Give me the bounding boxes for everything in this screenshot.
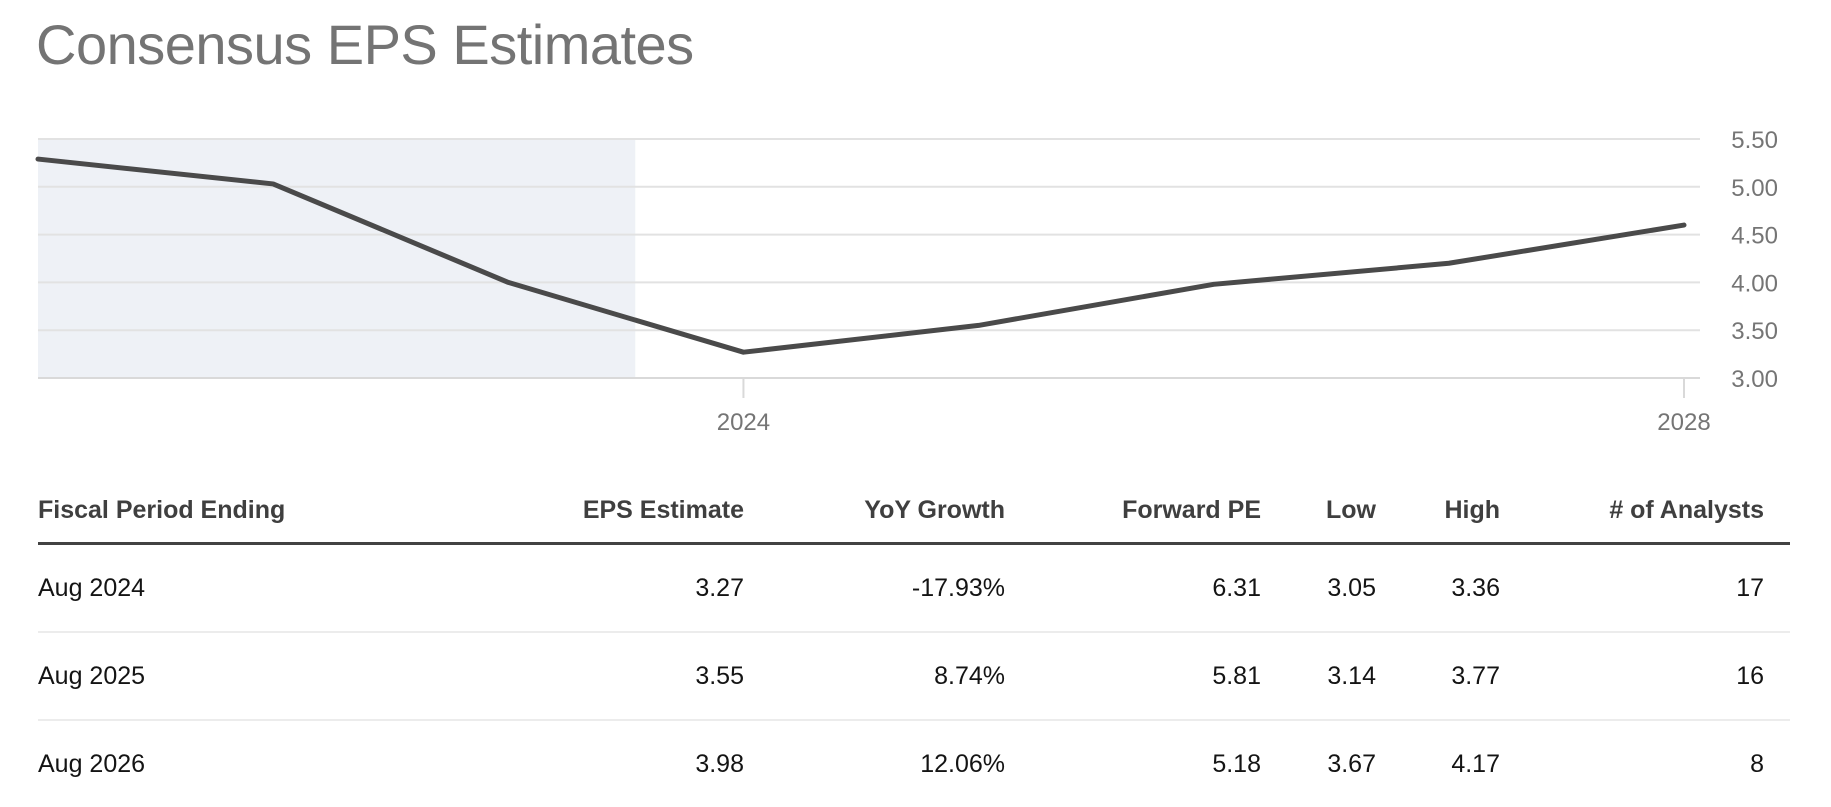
x-axis-label: 2024 bbox=[717, 409, 770, 436]
y-axis-label: 3.00 bbox=[1731, 366, 1778, 393]
eps-line-series bbox=[35, 156, 1687, 355]
y-axis-label: 4.50 bbox=[1731, 223, 1778, 250]
table-row: Aug 2025 3.55 8.74% 5.81 3.14 3.77 16 bbox=[38, 632, 1790, 721]
y-axis-label: 5.50 bbox=[1731, 127, 1778, 154]
column-header-low: Low bbox=[1261, 478, 1376, 545]
cell-period: Aug 2024 bbox=[38, 543, 398, 633]
cell-yoy-growth: 12.06% bbox=[920, 749, 1005, 778]
eps-estimates-chart: 5.50 5.00 4.50 4.00 3.50 3.00 2024 2028 bbox=[35, 127, 1778, 436]
cell-low: 3.05 bbox=[1261, 543, 1376, 633]
column-header-yoy-growth: YoY Growth bbox=[744, 478, 1005, 545]
cell-period: Aug 2026 bbox=[38, 749, 146, 778]
cell-num-analysts: 17 bbox=[1500, 543, 1790, 633]
page-title: Consensus EPS Estimates bbox=[36, 13, 694, 76]
cell-yoy-growth: -17.93% bbox=[744, 543, 1005, 633]
y-axis-label: 4.00 bbox=[1731, 270, 1778, 297]
cell-high: 4.17 bbox=[1451, 749, 1500, 778]
cell-num-analysts: 8 bbox=[1750, 749, 1764, 778]
cell-eps-estimate: 3.27 bbox=[398, 543, 744, 633]
cell-forward-pe: 5.18 bbox=[1212, 749, 1261, 778]
column-header-num-analysts: # of Analysts bbox=[1500, 478, 1790, 545]
x-axis-label: 2028 bbox=[1657, 409, 1710, 436]
cell-eps-estimate: 3.98 bbox=[695, 749, 744, 778]
cell-num-analysts: 16 bbox=[1500, 632, 1790, 721]
cell-forward-pe: 5.81 bbox=[1005, 632, 1261, 721]
y-axis-label: 5.00 bbox=[1731, 175, 1778, 202]
y-axis-label: 3.50 bbox=[1731, 318, 1778, 345]
column-header-fiscal-period-ending: Fiscal Period Ending bbox=[38, 478, 398, 545]
eps-estimates-table: Fiscal Period Ending EPS Estimate YoY Gr… bbox=[38, 478, 1790, 807]
cell-high: 3.36 bbox=[1376, 543, 1500, 633]
column-header-eps-estimate: EPS Estimate bbox=[398, 478, 744, 545]
cell-high: 3.77 bbox=[1376, 632, 1500, 721]
cell-low: 3.14 bbox=[1261, 632, 1376, 721]
cell-eps-estimate: 3.55 bbox=[398, 632, 744, 721]
cell-low: 3.67 bbox=[1327, 749, 1376, 778]
table-row: Aug 2026 3.98 12.06% 5.18 3.67 4.17 8 bbox=[38, 720, 1790, 807]
table-header-row: Fiscal Period Ending EPS Estimate YoY Gr… bbox=[38, 478, 1790, 545]
column-header-high: High bbox=[1376, 478, 1500, 545]
table-row: Aug 2024 3.27 -17.93% 6.31 3.05 3.36 17 bbox=[38, 543, 1790, 633]
cell-yoy-growth: 8.74% bbox=[744, 632, 1005, 721]
column-header-forward-pe: Forward PE bbox=[1005, 478, 1261, 545]
cell-forward-pe: 6.31 bbox=[1005, 543, 1261, 633]
historical-shaded-region bbox=[38, 139, 636, 378]
cell-period: Aug 2025 bbox=[38, 632, 398, 721]
eps-chart-canvas: 5.50 5.00 4.50 4.00 3.50 3.00 2024 2028 bbox=[35, 127, 1778, 436]
